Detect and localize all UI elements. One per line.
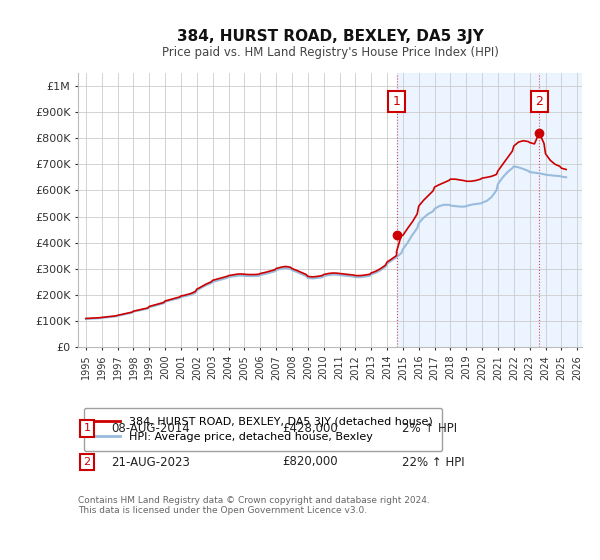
Text: 1: 1 <box>392 95 401 108</box>
Text: £820,000: £820,000 <box>282 455 338 469</box>
Text: 08-AUG-2014: 08-AUG-2014 <box>111 422 190 435</box>
Text: £428,000: £428,000 <box>282 422 338 435</box>
Text: Contains HM Land Registry data © Crown copyright and database right 2024.
This d: Contains HM Land Registry data © Crown c… <box>78 496 430 515</box>
Text: 1: 1 <box>83 423 91 433</box>
Text: 21-AUG-2023: 21-AUG-2023 <box>111 455 190 469</box>
Bar <box>397 73 582 347</box>
Text: 2% ↑ HPI: 2% ↑ HPI <box>402 422 457 435</box>
Text: 2: 2 <box>535 95 543 108</box>
Text: Price paid vs. HM Land Registry's House Price Index (HPI): Price paid vs. HM Land Registry's House … <box>161 46 499 59</box>
Text: 384, HURST ROAD, BEXLEY, DA5 3JY: 384, HURST ROAD, BEXLEY, DA5 3JY <box>176 29 484 44</box>
Text: 2: 2 <box>83 457 91 467</box>
Text: 22% ↑ HPI: 22% ↑ HPI <box>402 455 464 469</box>
Legend: 384, HURST ROAD, BEXLEY, DA5 3JY (detached house), HPI: Average price, detached : 384, HURST ROAD, BEXLEY, DA5 3JY (detach… <box>83 408 442 451</box>
